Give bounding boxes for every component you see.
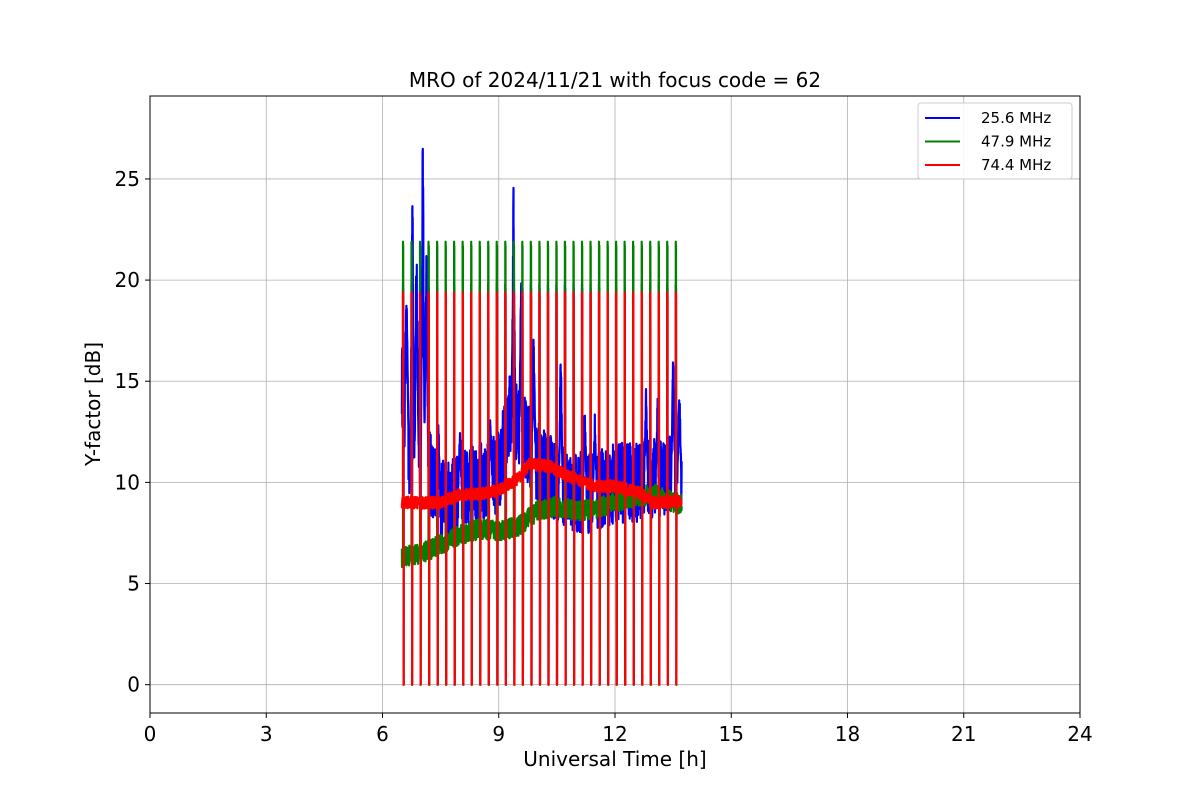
legend-label: 47.9 MHz xyxy=(981,133,1051,151)
series-line xyxy=(400,291,683,686)
y-tick-label: 5 xyxy=(127,572,140,596)
y-tick-label: 25 xyxy=(115,167,140,191)
legend: 25.6 MHz 47.9 MHz 74.4 MHz xyxy=(917,102,1073,180)
legend-label: 74.4 MHz xyxy=(981,156,1051,174)
x-tick-label: 3 xyxy=(260,722,273,746)
x-tick-label: 6 xyxy=(376,722,389,746)
x-tick-label: 0 xyxy=(144,722,157,746)
y-tick-label: 10 xyxy=(115,470,140,494)
y-tick-label: 15 xyxy=(115,369,140,393)
x-tick-label: 18 xyxy=(835,722,860,746)
axis-ticks: 0 3 6 9 12 15 18 21 24 0 5 10 15 20 25 xyxy=(115,167,1093,746)
x-tick-label: 21 xyxy=(951,722,976,746)
y-tick-label: 20 xyxy=(115,268,140,292)
chart-title: MRO of 2024/11/21 with focus code = 62 xyxy=(409,68,821,92)
x-tick-label: 12 xyxy=(602,722,627,746)
y-axis-label: Y-factor [dB] xyxy=(81,342,105,467)
legend-label: 25.6 MHz xyxy=(981,109,1051,127)
x-axis-label: Universal Time [h] xyxy=(523,747,706,771)
x-tick-label: 9 xyxy=(492,722,505,746)
y-tick-label: 0 xyxy=(127,673,140,697)
plot-series xyxy=(400,147,683,686)
x-tick-label: 24 xyxy=(1067,722,1092,746)
legend-box xyxy=(917,102,1073,180)
x-tick-label: 15 xyxy=(719,722,744,746)
